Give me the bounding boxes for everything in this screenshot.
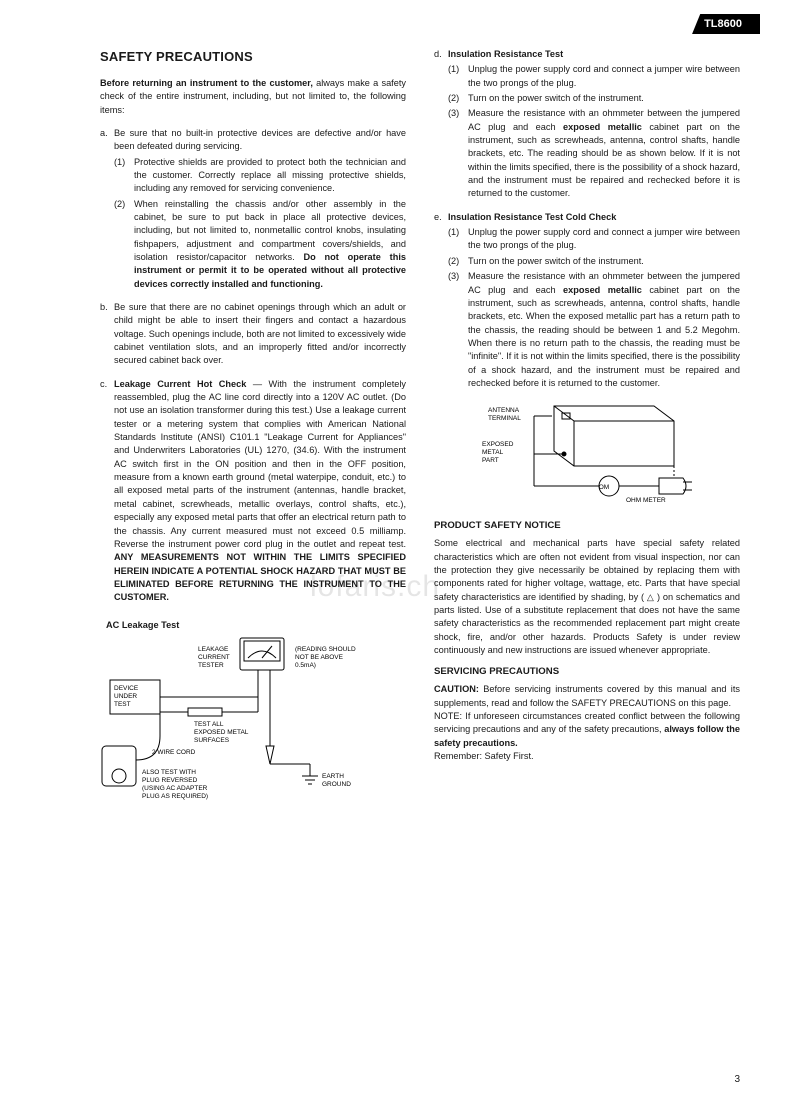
page-title: SAFETY PRECAUTIONS: [100, 48, 406, 67]
sp-remember: Remember: Safety First.: [434, 750, 740, 763]
c-text: Leakage Current Hot Check — With the ins…: [114, 378, 406, 605]
d3-text: Measure the resistance with an ohmmeter …: [468, 107, 740, 200]
d1-earth: EARTHGROUND: [322, 773, 351, 788]
d3-bold: exposed metallic: [563, 122, 642, 132]
label-a2: (2): [114, 198, 134, 291]
item-e: e. Insulation Resistance Test Cold Check…: [434, 211, 740, 390]
d1-reading: (READING SHOULDNOT BE ABOVE0.5mA): [295, 646, 356, 669]
page-content: SAFETY PRECAUTIONS Before returning an i…: [0, 0, 800, 826]
item-a: a. Be sure that no built-in protective d…: [100, 127, 406, 291]
d1-text: Unplug the power supply cord and connect…: [468, 63, 740, 90]
label-e: e.: [434, 211, 448, 390]
ac-leakage-title: AC Leakage Test: [106, 619, 406, 632]
d3-b: cabinet part on the instrument, such as …: [468, 122, 740, 199]
sp-note: NOTE: If unforeseen circumstances create…: [434, 710, 740, 750]
left-column: SAFETY PRECAUTIONS Before returning an i…: [100, 48, 406, 806]
label-a1: (1): [114, 156, 134, 196]
right-column: d. Insulation Resistance Test (1)Unplug …: [434, 48, 740, 806]
d2-ohm: OHM METER: [626, 497, 666, 504]
label-d3: (3): [448, 107, 468, 200]
sp-caution-bold: CAUTION:: [434, 684, 479, 694]
insulation-diagram: ANTENNATERMINAL EXPOSEDMETALPART OM OHM …: [434, 396, 714, 511]
sp-title: SERVICING PRECAUTIONS: [434, 665, 740, 679]
c-bold2: ANY MEASUREMENTS NOT WITHIN THE LIMITS S…: [114, 552, 406, 602]
sp-caution-text: Before servicing instruments covered by …: [434, 684, 740, 707]
a1-text: Protective shields are provided to prote…: [134, 156, 406, 196]
psn-body: Some electrical and mechanical parts hav…: [434, 537, 740, 657]
e3-text: Measure the resistance with an ohmmeter …: [468, 270, 740, 390]
d1-surfaces: TEST ALLEXPOSED METALSURFACES: [194, 721, 249, 744]
a2-text: When reinstalling the chassis and/or oth…: [134, 198, 406, 291]
e2-text: Turn on the power switch of the instrume…: [468, 255, 740, 268]
item-d: d. Insulation Resistance Test (1)Unplug …: [434, 48, 740, 201]
intro-text: Before returning an instrument to the cu…: [100, 77, 406, 117]
label-e1: (1): [448, 226, 468, 253]
a-lead: Be sure that no built-in protective devi…: [114, 127, 406, 154]
d1-device: DEVICEUNDERTEST: [114, 685, 139, 708]
item-c: c. Leakage Current Hot Check — With the …: [100, 378, 406, 605]
insulation-diagram-wrap: ANTENNATERMINAL EXPOSEDMETALPART OM OHM …: [434, 396, 740, 511]
sp-caution: CAUTION: Before servicing instruments co…: [434, 683, 740, 710]
model-tag: TL8600: [692, 14, 760, 34]
label-c: c.: [100, 378, 114, 605]
label-d1: (1): [448, 63, 468, 90]
d1-plug: ALSO TEST WITHPLUG REVERSED(USING AC ADA…: [142, 769, 208, 800]
label-b: b.: [100, 301, 114, 368]
c-body: — With the instrument completely reassem…: [114, 379, 406, 549]
intro-bold: Before returning an instrument to the cu…: [100, 78, 313, 88]
psn-title: PRODUCT SAFETY NOTICE: [434, 519, 740, 533]
d1-tester: LEAKAGECURRENTTESTER: [198, 646, 230, 669]
e1-text: Unplug the power supply cord and connect…: [468, 226, 740, 253]
d1-cord: 2 WIRE CORD: [152, 749, 196, 756]
e-title: Insulation Resistance Test Cold Check: [448, 211, 740, 224]
d2-om: OM: [599, 484, 609, 491]
b-text: Be sure that there are no cabinet openin…: [114, 301, 406, 368]
d2-antenna: ANTENNATERMINAL: [488, 407, 521, 422]
label-e2: (2): [448, 255, 468, 268]
d2-exposed: EXPOSEDMETALPART: [482, 441, 514, 464]
c-bold: Leakage Current Hot Check: [114, 379, 246, 389]
label-d: d.: [434, 48, 448, 201]
label-d2: (2): [448, 92, 468, 105]
d-title: Insulation Resistance Test: [448, 48, 740, 61]
sub-a1: (1) Protective shields are provided to p…: [114, 156, 406, 196]
label-a: a.: [100, 127, 114, 291]
item-b: b. Be sure that there are no cabinet ope…: [100, 301, 406, 368]
e3-b: cabinet part on the instrument, such as …: [468, 285, 740, 388]
sub-a2: (2) When reinstalling the chassis and/or…: [114, 198, 406, 291]
d2-text: Turn on the power switch of the instrume…: [468, 92, 740, 105]
label-e3: (3): [448, 270, 468, 390]
page-number: 3: [734, 1074, 740, 1085]
e3-bold: exposed metallic: [563, 285, 642, 295]
ac-leakage-diagram: LEAKAGECURRENTTESTER (READING SHOULDNOT …: [100, 636, 400, 806]
